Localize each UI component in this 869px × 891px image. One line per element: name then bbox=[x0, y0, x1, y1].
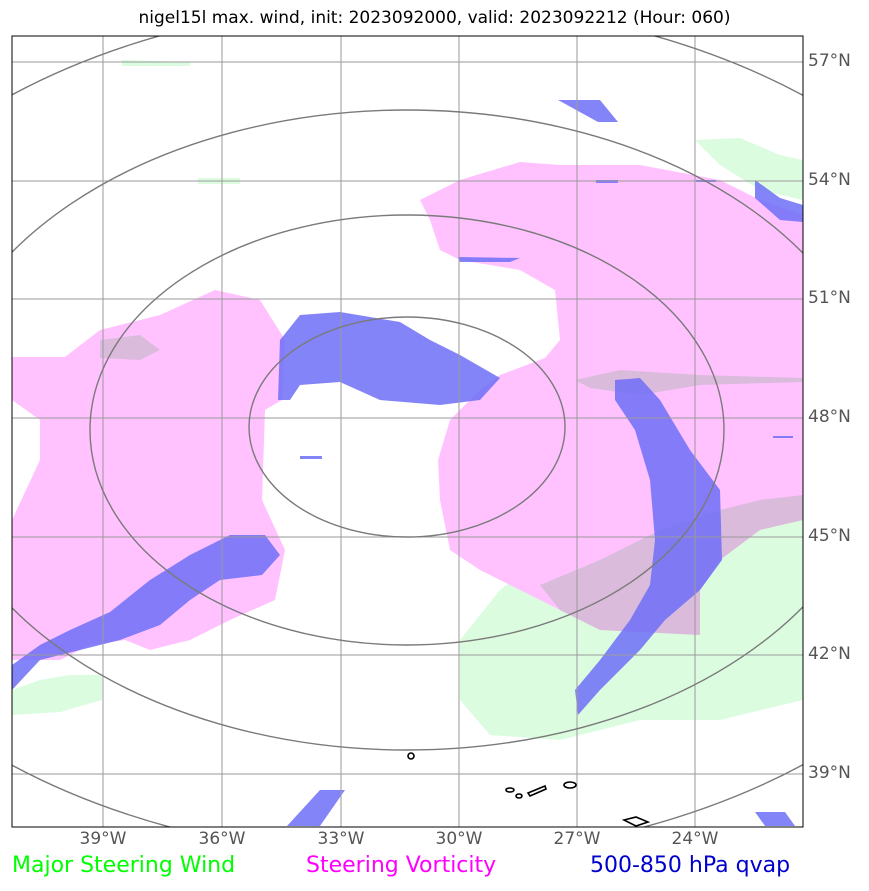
legend-steering-wind: Major Steering Wind bbox=[12, 853, 236, 878]
map-title: nigel15l max. wind, init: 2023092000, va… bbox=[138, 8, 731, 28]
lon-label-27w: 27°W bbox=[553, 829, 601, 849]
lon-label-36w: 36°W bbox=[198, 829, 246, 849]
lon-label-30w: 30°W bbox=[435, 829, 483, 849]
lon-label-39w: 39°W bbox=[79, 829, 127, 849]
qvap-fill bbox=[12, 100, 803, 826]
coastlines bbox=[407, 752, 651, 827]
lat-label-39n: 39°N bbox=[808, 763, 851, 783]
lat-label-54n: 54°N bbox=[808, 170, 851, 190]
graticule bbox=[12, 36, 803, 827]
lat-label-48n: 48°N bbox=[808, 407, 851, 427]
legend-steering-vorticity: Steering Vorticity bbox=[306, 853, 497, 878]
lon-label-33w: 33°W bbox=[317, 829, 365, 849]
distance-rings bbox=[12, 36, 803, 827]
lat-label-42n: 42°N bbox=[808, 644, 851, 664]
lon-label-24w: 24°W bbox=[671, 829, 719, 849]
lat-label-45n: 45°N bbox=[808, 526, 851, 546]
plot-frame bbox=[11, 35, 804, 828]
legend-qvap: 500-850 hPa qvap bbox=[590, 853, 791, 878]
lat-label-57n: 57°N bbox=[808, 51, 851, 71]
lat-label-51n: 51°N bbox=[808, 288, 851, 308]
